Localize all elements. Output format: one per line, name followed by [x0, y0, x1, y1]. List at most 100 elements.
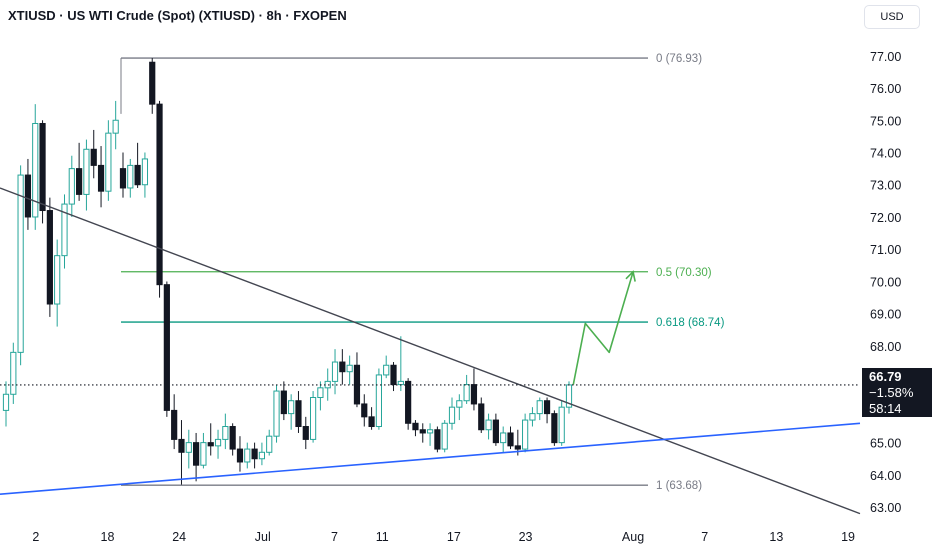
candle — [193, 432, 200, 482]
candle-body — [302, 426, 309, 440]
candle — [368, 407, 375, 430]
candle-body — [309, 397, 317, 440]
candle-body — [105, 132, 112, 192]
candle-body — [551, 413, 558, 444]
candle-body — [83, 148, 90, 195]
candle-body — [214, 438, 222, 447]
candle — [236, 436, 244, 472]
candle — [127, 158, 134, 198]
candle — [419, 423, 426, 443]
candle — [463, 374, 470, 404]
symbol-title[interactable]: XTIUSD · US WTI Crude (Spot) (XTIUSD) · … — [8, 8, 347, 23]
candle — [207, 423, 214, 456]
candle — [163, 281, 170, 417]
price-axis: 77.00 76.00 75.00 74.00 73.00 72.00 71.00 70.00… — [870, 50, 901, 515]
candle-body — [543, 400, 551, 415]
candle-body — [368, 416, 375, 428]
candle-body — [200, 442, 207, 466]
candle — [200, 432, 207, 469]
candle-body — [46, 210, 53, 305]
y-tick-label: 75.00 — [870, 114, 901, 128]
candle — [456, 394, 463, 421]
x-tick-label: 7 — [331, 530, 338, 544]
candle — [178, 420, 185, 485]
candle-body — [463, 384, 470, 402]
candle — [171, 394, 178, 450]
candle-body — [61, 203, 68, 257]
candle-body — [324, 380, 331, 389]
candle-body — [229, 426, 236, 450]
candle-body — [207, 442, 214, 447]
candle-body — [163, 284, 170, 411]
candle — [258, 442, 266, 466]
candle-body — [251, 448, 258, 460]
candle-body — [149, 61, 156, 105]
candle-body — [39, 122, 46, 212]
y-tick-label: 63.00 — [870, 501, 901, 515]
candle — [185, 429, 192, 469]
candle — [97, 146, 105, 208]
candle-body — [536, 400, 543, 415]
candle-body — [412, 422, 419, 431]
candle — [280, 381, 287, 421]
y-tick-label: 65.00 — [870, 437, 901, 451]
candle — [375, 368, 382, 430]
candle-body — [558, 406, 565, 444]
x-tick-label: 23 — [519, 530, 533, 544]
candle-body — [193, 442, 200, 466]
candle-body — [17, 174, 24, 353]
candle-body — [222, 426, 229, 440]
candle — [302, 416, 309, 450]
candle — [412, 420, 419, 437]
candle-body — [119, 168, 127, 189]
candle-body — [426, 429, 434, 434]
candle — [361, 394, 368, 427]
currency-button[interactable]: USD — [864, 5, 920, 29]
candle — [61, 194, 68, 269]
candle-body — [10, 351, 17, 395]
fib-level-label: 0.5 (70.30) — [656, 267, 712, 279]
x-tick-label: 13 — [769, 530, 783, 544]
candle — [383, 355, 390, 379]
candle-body — [134, 164, 141, 186]
candle-body — [397, 380, 404, 386]
candle — [485, 413, 492, 440]
x-tick-label: 24 — [172, 530, 186, 544]
candle-body — [295, 400, 302, 428]
ascending-support-line — [0, 422, 861, 495]
candle — [273, 384, 280, 443]
fib-level-label: 1 (63.68) — [656, 480, 702, 492]
y-tick-label: 69.00 — [870, 308, 901, 322]
candle-body — [90, 148, 97, 166]
candle-body — [514, 445, 521, 450]
candle — [390, 362, 397, 392]
candle-body — [178, 438, 185, 453]
candle-body — [529, 413, 536, 421]
candle-body — [456, 400, 463, 408]
candle — [119, 152, 127, 198]
candle-body — [470, 384, 478, 405]
candle-body — [258, 451, 266, 460]
candle-body — [448, 406, 456, 424]
fib-level-label: 0.618 (68.74) — [656, 317, 725, 329]
candle — [500, 426, 507, 453]
candle — [522, 413, 529, 453]
candle — [339, 349, 346, 385]
candle — [470, 368, 478, 411]
candle-body — [288, 400, 295, 415]
y-tick-label: 68.00 — [870, 340, 901, 354]
candle-body — [273, 390, 280, 437]
y-tick-label: 77.00 — [870, 50, 901, 64]
x-tick-label: 17 — [447, 530, 461, 544]
time-axis: 2 18 24 Jul 7 11 17 23 Aug 7 13 19 — [32, 530, 855, 544]
candle-body — [54, 255, 61, 305]
candle — [214, 429, 222, 459]
candle — [434, 426, 441, 453]
candle — [426, 423, 434, 446]
candle-body — [507, 432, 514, 447]
price-change: −1.58% — [869, 385, 914, 400]
candle — [478, 397, 485, 433]
candle-body — [127, 164, 134, 189]
